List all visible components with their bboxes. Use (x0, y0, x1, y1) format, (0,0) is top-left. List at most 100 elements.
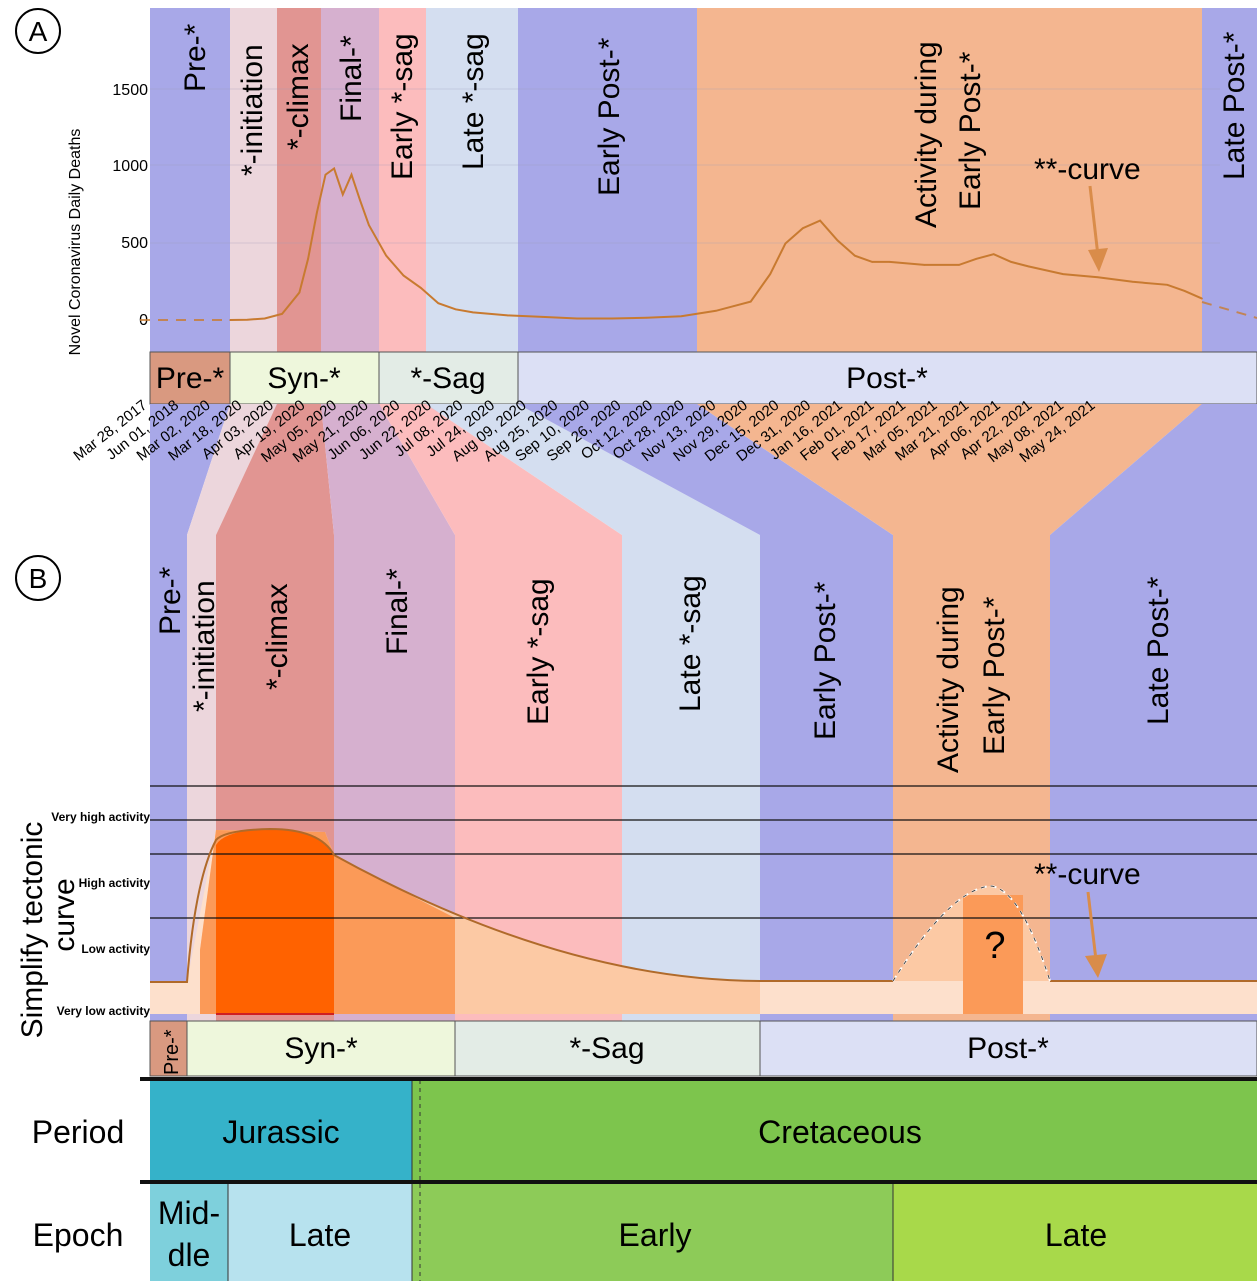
death-curve-point (368, 224, 370, 226)
epoch-late-cretaceous (893, 1183, 1257, 1281)
death-curve-point (854, 254, 856, 257)
death-curve-point (1166, 284, 1169, 286)
death-curve-point (316, 212, 318, 214)
b-annotation-arrow-shaft (1086, 891, 1098, 961)
a-label-early-sag: Early *-sag (386, 33, 419, 180)
death-curve-point (1183, 290, 1186, 292)
level-label-high: High activity (79, 876, 151, 890)
death-curve-point (402, 274, 405, 277)
fill-climax-red-orange (216, 829, 334, 1014)
activity-level-labels: Very high activity High activity Low act… (51, 810, 150, 1018)
death-curve-points (229, 167, 1203, 321)
b-stage-pre-label: Pre-* (161, 1029, 183, 1075)
a-stage-syn (229, 351, 380, 405)
epoch-middle-label-1: Mid- (158, 1195, 220, 1231)
b-label-initiation: *-initiation (188, 580, 221, 712)
band-b-pre (150, 535, 187, 1021)
b-stage-sag-label: *-Sag (569, 1032, 644, 1065)
b-label-pre: Pre-* (154, 566, 187, 635)
band-a-late-post (1202, 8, 1257, 352)
death-curve-point (1010, 261, 1012, 263)
panel-b-phase-labels: Pre-* *-initiation *-climax Final-* Earl… (154, 566, 1175, 773)
epoch-late-cretaceous-label: Late (1045, 1217, 1107, 1253)
death-curve-point (749, 300, 752, 303)
death-curve-point (281, 313, 283, 315)
death-curve-point (1131, 281, 1134, 283)
death-curve-point (541, 316, 544, 318)
level-label-low: Low activity (81, 942, 150, 956)
death-curve-point (1201, 297, 1203, 300)
period-jurassic-label: Jurassic (222, 1114, 339, 1150)
a-stage-pre-label: Pre-* (156, 362, 225, 395)
b-y-axis-label-1: Simplify tectonic (16, 822, 49, 1039)
panel-a-phase-labels: Pre-* *-initiation *-climax Final-* Earl… (179, 23, 1251, 228)
period-cretaceous (412, 1080, 1257, 1181)
connector-pre (150, 404, 230, 535)
band-a-initiation (230, 8, 277, 352)
b-y-axis-label-2: curve (48, 878, 81, 951)
death-curve-point (975, 258, 978, 260)
connector-late-sag (426, 404, 760, 535)
death-curve-point (307, 258, 309, 260)
tectonic-curve-fills (150, 829, 1257, 1014)
a-label-climax: *-climax (282, 43, 315, 150)
panel-marker-a: A (15, 8, 61, 54)
a-label-initiation: *-initiation (236, 44, 269, 176)
b-stage-pre (149, 1020, 188, 1077)
tectonic-curve-line (150, 827, 893, 983)
b-label-activity-1: Activity during (932, 586, 965, 773)
panel-b-stage-bar: Pre-* Syn-* *-Sag Post-* (149, 1020, 1257, 1077)
fill-activity-core (963, 895, 1023, 1014)
panel-marker-b-text: B (29, 563, 48, 594)
a-stage-pre (149, 351, 231, 405)
level-label-very-high: Very high activity (51, 810, 150, 824)
a-stage-sag-label: *-Sag (410, 362, 485, 395)
death-curve-point (246, 318, 249, 321)
timescale: Period Epoch Jurassic Cretaceous Mid- dl… (32, 1077, 1257, 1281)
death-curve-dashed-right (1201, 301, 1257, 319)
a-curve-annotation: **-curve (1034, 153, 1141, 186)
death-curve-point (420, 287, 422, 289)
b-label-late-sag: Late *-sag (674, 575, 707, 712)
level-label-very-low: Very low activity (57, 1004, 151, 1018)
y-tick-1000: 1000 (112, 158, 148, 175)
b-label-early-post: Early Post-* (809, 581, 842, 740)
band-a-activity (697, 8, 1202, 352)
a-label-late-sag: Late *-sag (457, 33, 490, 170)
death-curve-point (229, 319, 231, 321)
b-label-final: Final-* (381, 568, 414, 655)
death-curve-point (454, 308, 457, 311)
death-curve-point (1097, 276, 1099, 279)
b-stage-post (759, 1020, 1257, 1077)
period-jurassic (150, 1080, 412, 1181)
a-label-activity-1: Activity during (910, 41, 943, 228)
death-curve-point (576, 317, 578, 320)
death-curve-point (769, 273, 771, 275)
a-annotation-arrow-shaft (1088, 185, 1100, 257)
period-row-label: Period (32, 1114, 125, 1150)
band-a-pre (150, 8, 230, 352)
death-curve-point (437, 302, 440, 305)
y-tick-500: 500 (121, 235, 148, 252)
death-curve-point (836, 239, 839, 242)
death-curve-point (359, 199, 362, 202)
a-label-final: Final-* (335, 35, 368, 122)
death-curve-point (680, 315, 683, 318)
a-label-pre: Pre-* (179, 23, 212, 92)
panel-a: 0 500 1000 1500 Novel Coronavirus Daily … (67, 8, 1257, 405)
death-curve-point (923, 264, 926, 266)
connector-early-sag (379, 404, 622, 535)
epoch-middle (150, 1183, 228, 1281)
death-curve-point (506, 314, 509, 317)
epoch-row-label: Epoch (33, 1217, 124, 1253)
band-a-climax (277, 8, 321, 352)
death-curve-point (263, 317, 266, 320)
connector-activity (697, 404, 1202, 535)
a-label-activity-2: Early Post-* (954, 51, 987, 210)
epoch-late-jurassic-label: Late (289, 1217, 351, 1253)
connector-initiation (187, 404, 277, 535)
b-stage-sag (454, 1020, 761, 1077)
death-curve-point (645, 316, 648, 319)
